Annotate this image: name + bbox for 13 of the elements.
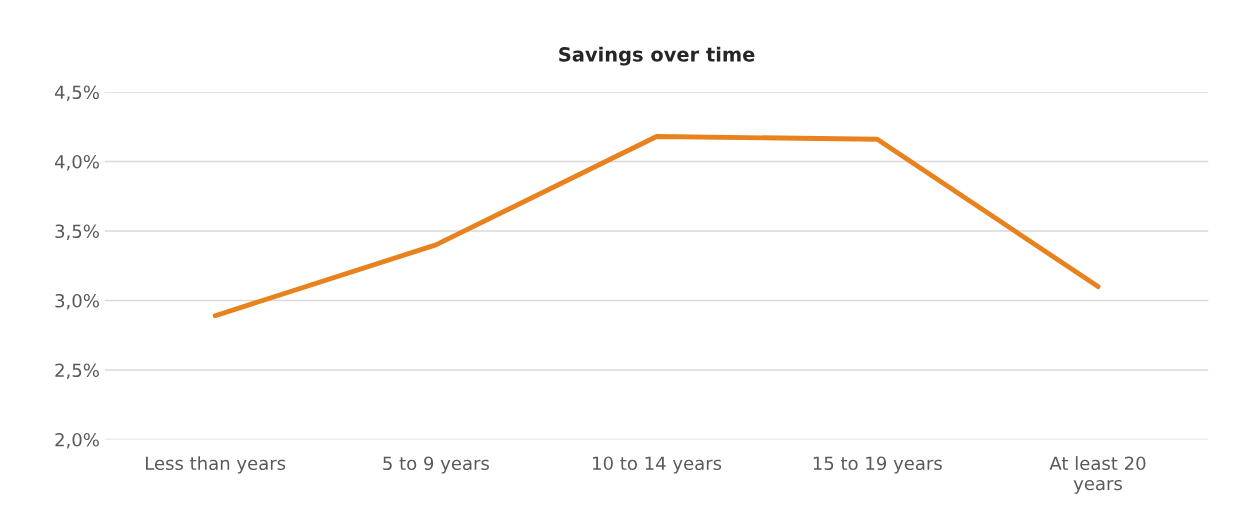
y-tick-label: 3,0% <box>55 293 99 310</box>
line-series <box>212 134 1101 319</box>
x-tick-label: 10 to 14 years <box>593 456 722 474</box>
y-tick-label: 4,0% <box>54 154 99 171</box>
x-tick-label: At least 20 years <box>1049 456 1146 494</box>
y-tick-label: 2,0% <box>55 432 99 449</box>
x-tick-label: Less than years <box>146 456 286 474</box>
chart-title: Savings over time <box>559 46 755 66</box>
x-tick-label: 5 to 9 years <box>383 456 489 474</box>
x-tick-label: 15 to 19 years <box>813 456 942 474</box>
y-tick-label: 2,5% <box>55 363 99 379</box>
y-tick-label: 4,5% <box>54 85 99 101</box>
y-tick-label: 3,5% <box>55 224 99 240</box>
